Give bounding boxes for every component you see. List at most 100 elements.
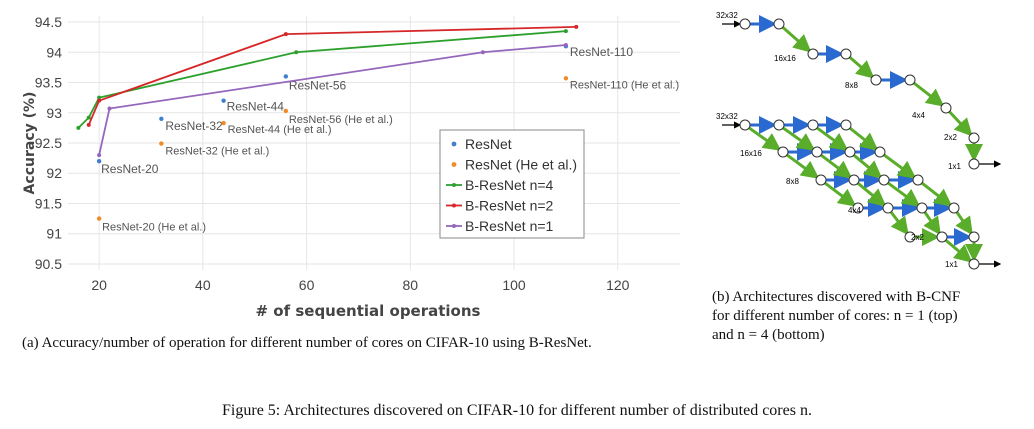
diagram-bottom-label-16x16: 16x16 [740, 149, 762, 158]
diagram-node [940, 102, 952, 114]
y-tick-label: 91.5 [35, 195, 62, 211]
green-arrow [824, 181, 857, 207]
x-axis-title: # of sequential operations [256, 302, 481, 320]
green-arrow [887, 181, 921, 207]
diagram-node [968, 258, 980, 270]
series-line [98, 44, 566, 156]
diagram-node [904, 231, 916, 243]
diagram-node [773, 119, 785, 131]
diagram-top-label-2x2: 2x2 [944, 133, 957, 142]
y-tick-label: 91 [46, 226, 62, 242]
y-tick-label: 94.5 [35, 14, 62, 30]
green-arrow [848, 126, 879, 151]
diagram-top-label-4x4: 4x4 [912, 111, 925, 120]
scatter-point [283, 74, 289, 79]
green-arrow [820, 153, 853, 179]
green-arrow [921, 181, 953, 207]
y-tick-label: 93.5 [35, 75, 62, 91]
green-arrow [816, 126, 849, 151]
diagram-node [968, 132, 980, 144]
x-tick-label: 20 [91, 277, 107, 293]
green-arrow [848, 56, 875, 79]
point-label: ResNet-110 [570, 45, 633, 59]
legend-swatch-dot [452, 224, 456, 228]
x-tick-label: 100 [502, 277, 526, 293]
caption-b-top: n = 1 (top) [893, 308, 958, 324]
scatter-point [221, 120, 226, 126]
diagram-node [948, 202, 960, 214]
scatter-point [563, 76, 569, 81]
x-tick-label: 40 [195, 277, 211, 293]
diagram-node [848, 174, 860, 186]
caption-b-bottom: n = 4 (bottom) [737, 327, 825, 343]
series-point [563, 43, 568, 48]
scatter-point [283, 108, 289, 114]
series-point [97, 153, 102, 158]
legend-label: ResNet [465, 136, 512, 152]
caption-b-line3: and [712, 327, 734, 343]
caption-a: (a) Accuracy/number of operation for dif… [22, 335, 592, 351]
point-label: ResNet-20 (He et al.) [102, 222, 206, 234]
legend-label: B-ResNet n=4 [465, 177, 554, 193]
diagram-top-label-8x8: 8x8 [845, 81, 858, 90]
y-tick-label: 92.5 [35, 135, 62, 151]
diagram-node [870, 74, 882, 86]
diagram-node [807, 48, 819, 60]
diagram-node [878, 174, 890, 186]
diagram-node [968, 231, 980, 243]
diagram-node [739, 119, 751, 131]
green-arrow [883, 153, 917, 179]
accuracy-chart: 90.5 91 91.5 92 92.5 93 93.5 94 94.5 20 40 60 80 100 1… [22, 14, 680, 320]
series-line [87, 25, 577, 126]
diagram-node [844, 146, 856, 158]
diagram-node [807, 119, 819, 131]
diagram-node [936, 231, 948, 243]
green-arrow [944, 239, 973, 263]
diagram-node [916, 202, 928, 214]
diagram-node [968, 158, 980, 170]
point-label: ResNet-56 [289, 78, 347, 92]
diagram-node [739, 18, 751, 30]
x-tick-label: 80 [403, 277, 419, 293]
y-tick-label: 94 [46, 44, 62, 60]
legend-label: ResNet (He et al.) [465, 157, 577, 173]
series-point [574, 24, 579, 29]
green-arrow [913, 81, 945, 107]
series-point [283, 32, 288, 37]
legend-box [439, 129, 585, 239]
x-tick-label: 60 [299, 277, 315, 293]
diagram-node [840, 48, 852, 60]
series-point [294, 50, 299, 55]
diagram-node [773, 18, 785, 30]
point-label: ResNet-20 [101, 162, 159, 176]
point-label: ResNet-110 (He et al.) [570, 79, 679, 91]
legend-swatch-dot [452, 203, 456, 208]
point-label: ResNet-32 [165, 119, 223, 133]
diagram-node [811, 146, 823, 158]
diagram-node [777, 146, 789, 158]
series-point [97, 95, 102, 100]
series-point [107, 106, 112, 111]
green-arrow [948, 110, 973, 137]
green-arrow [955, 211, 973, 236]
y-tick-label: 92 [46, 165, 62, 181]
diagram-node [840, 119, 852, 131]
y-axis-title: Accuracy (%) [22, 92, 38, 195]
green-arrow [856, 182, 887, 207]
diagram-node [882, 202, 894, 214]
diagram-bottom-label-2x2: 2x2 [911, 233, 924, 242]
diagram-top-label-16x16: 16x16 [774, 54, 796, 63]
caption-b-line2: for different number of cores: [712, 308, 890, 324]
green-arrow [786, 153, 820, 179]
series-point [86, 122, 91, 127]
scatter-point [221, 98, 226, 103]
diagram-node [815, 174, 827, 186]
series-point [76, 125, 81, 130]
diagram-bottom-label-4x4: 4x4 [848, 206, 861, 215]
point-label: ResNet-44 (He et al.) [228, 124, 332, 136]
series-point [480, 50, 485, 55]
series-point [563, 29, 568, 34]
scatter-point [159, 141, 164, 146]
scatter-point [159, 116, 164, 122]
scatter-point [96, 216, 102, 221]
